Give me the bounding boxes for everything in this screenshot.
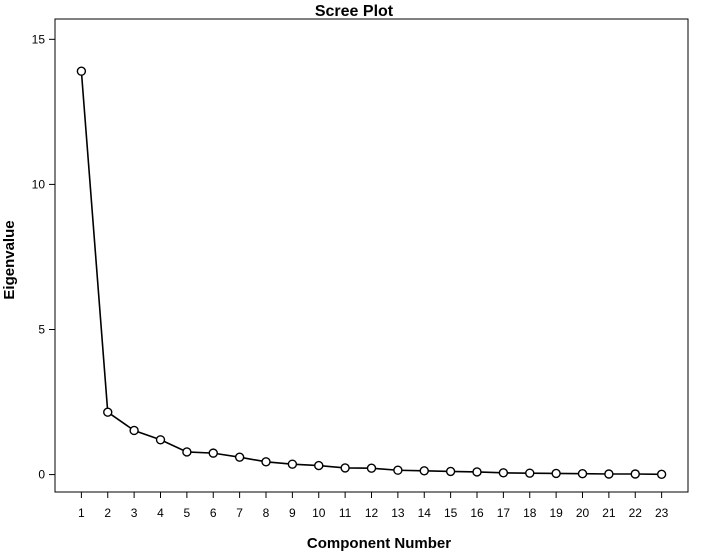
data-point	[182, 447, 192, 457]
data-point	[261, 457, 271, 467]
data-point	[393, 465, 403, 475]
x-axis-ticks: 1 2 3 4 5 6 7 8 9 10 11 12 13 14 15 16 17 18 19 20 21 22 23	[78, 492, 669, 520]
x-tick-label: 9	[289, 506, 296, 520]
y-axis-label: Eigenvalue	[1, 220, 18, 299]
data-point	[76, 66, 87, 76]
data-point	[287, 459, 298, 469]
data-point	[604, 469, 614, 479]
x-tick-label: 23	[655, 506, 669, 520]
x-tick-label: 13	[391, 506, 405, 520]
data-point	[630, 469, 640, 479]
x-tick-label: 14	[418, 506, 432, 520]
plot-frame	[54, 18, 689, 493]
x-tick-label: 21	[602, 506, 616, 520]
data-point	[103, 407, 113, 417]
x-tick-label: 18	[523, 506, 537, 520]
data-point	[419, 466, 429, 476]
x-tick-label: 19	[549, 506, 563, 520]
y-tick-label: 5	[38, 322, 45, 336]
data-point	[656, 469, 667, 479]
data-point	[577, 469, 588, 479]
data-point	[314, 460, 324, 471]
x-axis-label: Component Number	[307, 535, 451, 552]
x-tick-label: 10	[312, 506, 326, 520]
x-tick-label: 16	[470, 506, 484, 520]
x-tick-label: 17	[497, 506, 511, 520]
chart-title: Scree Plot	[315, 3, 394, 20]
data-point	[208, 448, 218, 458]
data-point	[129, 425, 139, 436]
data-point	[155, 435, 166, 445]
x-tick-label: 11	[339, 506, 352, 520]
y-tick-label: 10	[32, 177, 46, 191]
series-line	[80, 71, 662, 476]
x-tick-label: 4	[157, 506, 164, 520]
x-tick-label: 5	[184, 506, 191, 520]
data-point	[340, 463, 350, 473]
y-tick-label: 15	[32, 32, 46, 46]
eigenvalue-series	[76, 66, 667, 479]
x-tick-label: 12	[365, 506, 379, 520]
data-point	[498, 468, 509, 478]
x-tick-label: 22	[629, 506, 643, 520]
data-point	[551, 468, 561, 479]
y-tick-label: 0	[38, 468, 45, 482]
data-point	[445, 466, 456, 477]
x-tick-label: 3	[131, 506, 138, 520]
x-tick-label: 6	[210, 506, 217, 520]
x-tick-label: 1	[78, 506, 85, 520]
data-point	[366, 463, 377, 473]
plot-border	[54, 18, 689, 493]
y-axis-ticks: 0 5 10 15	[32, 32, 55, 482]
data-point	[525, 468, 535, 478]
data-point	[234, 452, 245, 462]
x-tick-label: 7	[236, 506, 243, 520]
x-tick-label: 2	[104, 506, 111, 520]
x-tick-label: 20	[576, 506, 590, 520]
x-tick-label: 15	[444, 506, 458, 520]
x-tick-label: 8	[263, 506, 270, 520]
data-point	[472, 467, 482, 477]
